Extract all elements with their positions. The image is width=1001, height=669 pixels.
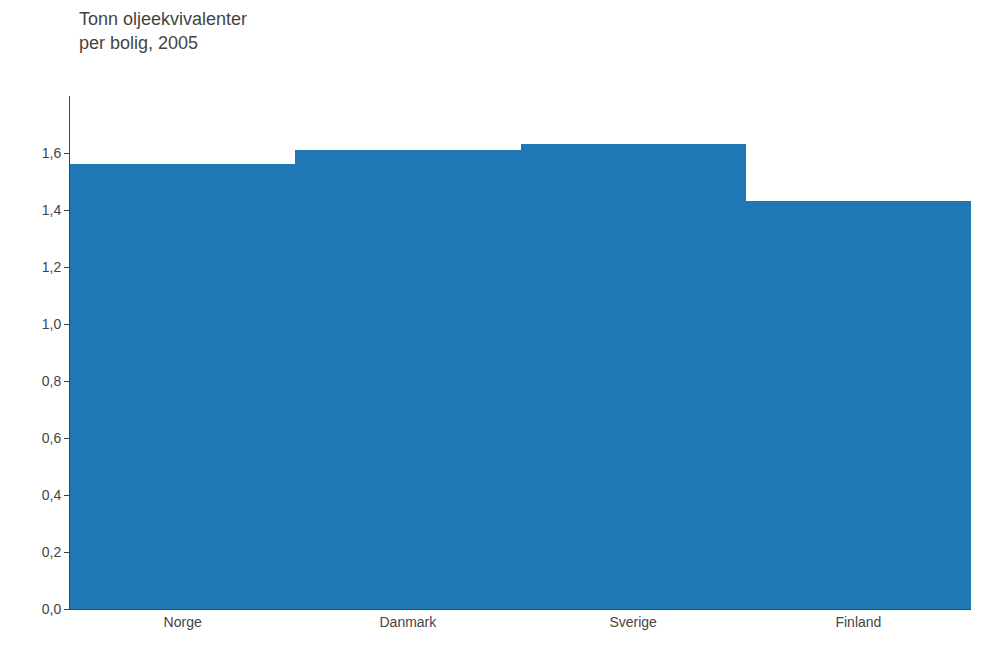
svg-text:1,2: 1,2 — [42, 259, 62, 275]
svg-text:Tonn oljeekvivalenterper bolig: Tonn oljeekvivalenterper bolig, 2005 — [79, 9, 247, 52]
svg-text:Sverige: Sverige — [609, 614, 657, 630]
svg-text:Danmark: Danmark — [379, 614, 437, 630]
svg-text:Finland: Finland — [835, 614, 881, 630]
svg-text:0,6: 0,6 — [42, 430, 62, 446]
svg-text:Norge: Norge — [164, 614, 202, 630]
svg-text:0,0: 0,0 — [42, 601, 62, 617]
svg-text:1,6: 1,6 — [42, 145, 62, 161]
svg-text:1,0: 1,0 — [42, 316, 62, 332]
svg-text:0,8: 0,8 — [42, 373, 62, 389]
svg-text:0,4: 0,4 — [42, 487, 62, 503]
svg-text:1,4: 1,4 — [42, 202, 62, 218]
svg-text:0,2: 0,2 — [42, 544, 62, 560]
